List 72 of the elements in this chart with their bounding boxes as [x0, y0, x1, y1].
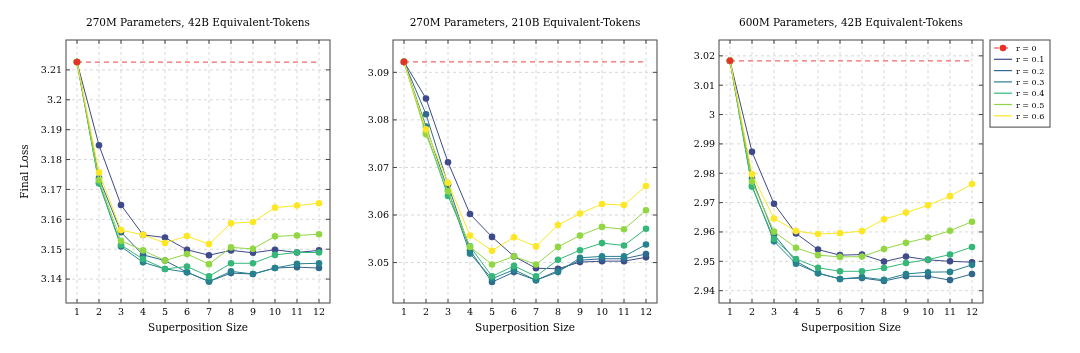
y-tick-label: 3.07: [367, 161, 389, 173]
x-axis-title: Superposition Size: [801, 321, 901, 333]
x-tick-label: 7: [532, 306, 540, 317]
chart-title: 270M Parameters, 210B Equivalent-Tokens: [409, 16, 641, 28]
legend-label: r = 0.1: [1016, 55, 1045, 65]
y-tick-label: 2.97: [693, 196, 715, 208]
y-tick-label: 3.06: [367, 209, 389, 221]
x-tick-label: 9: [249, 306, 257, 317]
y-tick-label: 3.15: [40, 243, 62, 255]
y-tick-label: 3.14: [40, 273, 62, 285]
y-tick-label: 2.94: [693, 284, 715, 296]
legend-label: r = 0: [1016, 44, 1037, 53]
legend-label: r = 0.2: [1016, 66, 1045, 76]
legend-label: r = 0.3: [1016, 77, 1045, 87]
x-tick-label: 12: [965, 306, 979, 317]
legend-label: r = 0.6: [1016, 111, 1045, 121]
x-tick-label: 2: [95, 306, 103, 317]
x-tick-label: 12: [639, 306, 653, 317]
x-tick-label: 9: [902, 306, 910, 317]
x-tick-label: 1: [726, 306, 734, 317]
x-tick-label: 5: [488, 306, 496, 317]
y-tick-label: 2.95: [693, 255, 715, 267]
x-tick-label: 5: [161, 306, 169, 317]
x-tick-label: 4: [792, 306, 800, 317]
x-tick-label: 6: [183, 306, 191, 317]
y-tick-label: 3.19: [40, 123, 62, 135]
x-tick-label: 8: [554, 306, 562, 317]
y-tick-label: 3.05: [367, 256, 389, 268]
x-tick-label: 7: [858, 306, 866, 317]
x-axis-title: Superposition Size: [475, 321, 575, 333]
legend-label: r = 0.5: [1016, 100, 1045, 110]
y-tick-label: 3.08: [367, 114, 389, 126]
x-tick-label: 3: [117, 306, 125, 317]
x-tick-label: 1: [400, 306, 408, 317]
y-tick-label: 3.18: [40, 153, 62, 165]
x-tick-label: 7: [205, 306, 213, 317]
x-tick-label: 1: [73, 306, 81, 317]
y-tick-label: 3.21: [40, 64, 62, 76]
y-tick-label: 2.96: [693, 226, 715, 238]
y-tick-label: 3.02: [693, 50, 715, 62]
x-tick-label: 8: [880, 306, 888, 317]
x-tick-label: 10: [268, 306, 282, 317]
y-tick-label: 3.16: [40, 213, 62, 225]
x-tick-label: 3: [770, 306, 778, 317]
chart-title: 600M Parameters, 42B Equivalent-Tokens: [738, 16, 964, 28]
x-tick-label: 10: [921, 306, 935, 317]
chart-title: 270M Parameters, 42B Equivalent-Tokens: [85, 16, 311, 28]
x-tick-label: 9: [576, 306, 584, 317]
x-tick-label: 2: [748, 306, 756, 317]
x-tick-label: 5: [814, 306, 822, 317]
legend-label: r = 0.4: [1016, 89, 1045, 99]
x-tick-label: 11: [617, 306, 631, 317]
y-tick-label: 3.01: [693, 79, 715, 91]
x-tick-label: 6: [836, 306, 844, 317]
y-axis-title: Final Loss: [18, 144, 30, 199]
y-tick-label: 2.98: [693, 167, 715, 179]
x-tick-label: 10: [595, 306, 609, 317]
x-tick-label: 3: [444, 306, 452, 317]
x-tick-label: 8: [227, 306, 235, 317]
x-tick-label: 11: [290, 306, 304, 317]
x-tick-label: 2: [422, 306, 430, 317]
y-tick-label: 3.17: [40, 183, 62, 195]
y-tick-label: 2.99: [693, 138, 715, 150]
y-tick-label: 3: [708, 108, 715, 120]
y-tick-label: 3.2: [46, 94, 62, 106]
y-tick-label: 3.09: [367, 66, 389, 78]
x-tick-label: 11: [943, 306, 957, 317]
x-tick-label: 4: [139, 306, 147, 317]
x-tick-label: 6: [510, 306, 518, 317]
x-tick-label: 4: [466, 306, 474, 317]
x-axis-title: Superposition Size: [148, 321, 248, 333]
x-tick-label: 12: [312, 306, 326, 317]
